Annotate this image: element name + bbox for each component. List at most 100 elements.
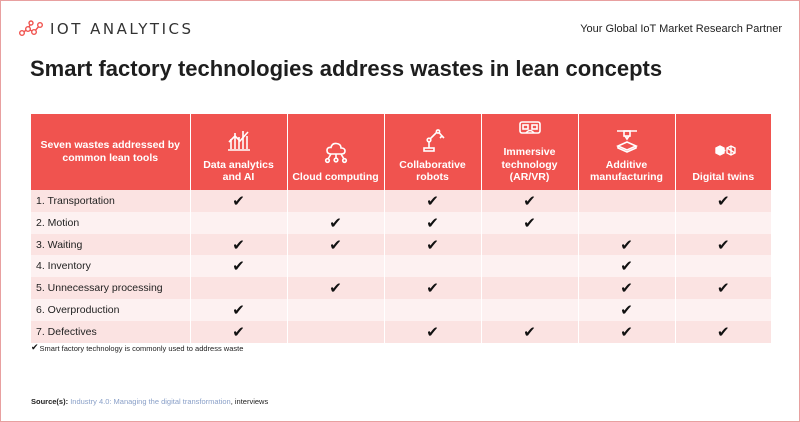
matrix-cell bbox=[287, 321, 385, 344]
header: IOT ANALYTICS Your Global IoT Market Res… bbox=[18, 14, 782, 44]
matrix-cell: ✔ bbox=[578, 277, 676, 300]
legend: ✔ Smart factory technology is commonly u… bbox=[31, 343, 243, 353]
source-note: Source(s): Industry 4.0: Managing the di… bbox=[31, 397, 268, 406]
table-row: 7. Defectives ✔ ✔ ✔ ✔ ✔ bbox=[31, 321, 771, 344]
check-icon: ✔ bbox=[232, 257, 245, 276]
matrix-cell: ✔ bbox=[578, 321, 676, 344]
matrix-cell: ✔ bbox=[384, 189, 482, 212]
matrix-cell: ✔ bbox=[384, 277, 482, 300]
matrix-cell bbox=[287, 255, 385, 278]
legend-check-icon: ✔ bbox=[31, 343, 39, 353]
matrix-cell: ✔ bbox=[190, 233, 288, 256]
matrix-cell: ✔ bbox=[481, 211, 579, 234]
check-icon: ✔ bbox=[620, 235, 633, 254]
matrix-cell: ✔ bbox=[675, 321, 771, 344]
matrix-cell bbox=[481, 277, 579, 300]
check-icon: ✔ bbox=[329, 213, 342, 232]
check-icon: ✔ bbox=[426, 323, 439, 342]
row-label: 4. Inventory bbox=[31, 255, 191, 278]
vr-headset-icon bbox=[518, 121, 541, 134]
matrix-cell bbox=[384, 299, 482, 322]
matrix-cell: ✔ bbox=[190, 189, 288, 212]
matrix-cell bbox=[481, 255, 579, 278]
check-icon: ✔ bbox=[426, 191, 439, 210]
row-label: 1. Transportation bbox=[31, 189, 191, 212]
column-label: Additive manufacturing bbox=[590, 158, 663, 184]
check-icon: ✔ bbox=[716, 323, 730, 342]
check-icon: ✔ bbox=[716, 191, 730, 210]
matrix-cell: ✔ bbox=[675, 277, 771, 300]
check-icon: ✔ bbox=[523, 191, 536, 210]
brand-name: IOT ANALYTICS bbox=[50, 20, 194, 38]
row-label: 5. Unnecessary processing bbox=[31, 277, 191, 300]
analytics-chart-icon bbox=[227, 130, 250, 151]
check-icon: ✔ bbox=[232, 191, 245, 210]
matrix-cell: ✔ bbox=[481, 321, 579, 344]
column-header-immersive-technology: Immersive technology (AR/VR) bbox=[481, 114, 579, 190]
matrix-cell bbox=[384, 255, 482, 278]
source-label: Source(s): bbox=[31, 397, 69, 406]
column-header-cloud-computing: Cloud computing bbox=[287, 114, 385, 190]
cloud-network-icon bbox=[324, 142, 347, 164]
check-icon: ✔ bbox=[620, 279, 633, 298]
column-label: Cloud computing bbox=[292, 171, 379, 184]
matrix-cell bbox=[578, 211, 676, 234]
column-header-digital-twins: Digital twins bbox=[675, 114, 771, 190]
matrix-cell: ✔ bbox=[481, 189, 579, 212]
check-icon: ✔ bbox=[716, 279, 730, 298]
check-icon: ✔ bbox=[523, 323, 536, 342]
check-icon: ✔ bbox=[426, 213, 439, 232]
matrix-cell bbox=[190, 211, 288, 234]
digital-twin-cube-icon bbox=[715, 145, 736, 156]
matrix-cell: ✔ bbox=[287, 211, 385, 234]
iot-network-logo-icon bbox=[19, 20, 44, 36]
matrix-cell: ✔ bbox=[578, 233, 676, 256]
check-icon: ✔ bbox=[620, 301, 633, 320]
column-label: Collaborative robots bbox=[399, 158, 466, 184]
check-icon: ✔ bbox=[620, 257, 633, 276]
legend-text: Smart factory technology is commonly use… bbox=[39, 343, 244, 353]
row-label: 6. Overproduction bbox=[31, 299, 191, 322]
matrix-cell: ✔ bbox=[578, 255, 676, 278]
matrix-cell: ✔ bbox=[578, 299, 676, 322]
check-icon: ✔ bbox=[426, 279, 439, 298]
column-header-collaborative-robots: Collaborative robots bbox=[384, 114, 482, 190]
robot-arm-icon bbox=[422, 128, 445, 152]
matrix-cell: ✔ bbox=[287, 277, 385, 300]
matrix-cell bbox=[481, 233, 579, 256]
matrix-cell: ✔ bbox=[190, 299, 288, 322]
source-link[interactable]: Industry 4.0: Managing the digital trans… bbox=[70, 397, 231, 406]
matrix-cell bbox=[481, 299, 579, 322]
matrix-cell: ✔ bbox=[287, 233, 385, 256]
column-label: Digital twins bbox=[692, 171, 755, 184]
column-label: Data analytics and AI bbox=[203, 158, 274, 184]
check-icon: ✔ bbox=[523, 213, 536, 232]
matrix-cell bbox=[675, 255, 771, 278]
matrix-cell bbox=[578, 189, 676, 212]
matrix-cell: ✔ bbox=[190, 321, 288, 344]
matrix-cell bbox=[190, 277, 288, 300]
check-icon: ✔ bbox=[232, 235, 245, 254]
3d-printer-icon bbox=[615, 129, 638, 153]
table-row: 2. Motion ✔ ✔ ✔ bbox=[31, 211, 771, 234]
matrix-cell: ✔ bbox=[384, 211, 482, 234]
table-row: 3. Waiting ✔ ✔ ✔ ✔ ✔ bbox=[31, 233, 771, 256]
column-header-data-analytics: Data analytics and AI bbox=[190, 114, 288, 190]
matrix-cell bbox=[287, 189, 385, 212]
header-row: Seven wastes addressed by common lean to… bbox=[31, 114, 771, 190]
matrix-cell: ✔ bbox=[675, 233, 771, 256]
table-row: 5. Unnecessary processing ✔ ✔ ✔ ✔ bbox=[31, 277, 771, 300]
waste-technology-matrix: Seven wastes addressed by common lean to… bbox=[31, 114, 771, 344]
matrix-cell bbox=[675, 211, 771, 234]
row-label: 7. Defectives bbox=[31, 321, 191, 344]
column-header-additive-manufacturing: Additive manufacturing bbox=[578, 114, 676, 190]
check-icon: ✔ bbox=[716, 235, 730, 254]
table-row: 1. Transportation ✔ ✔ ✔ ✔ bbox=[31, 189, 771, 212]
tagline: Your Global IoT Market Research Partner bbox=[580, 23, 782, 35]
corner-header: Seven wastes addressed by common lean to… bbox=[31, 114, 191, 190]
check-icon: ✔ bbox=[232, 301, 245, 320]
row-label: 2. Motion bbox=[31, 211, 191, 234]
source-rest: , interviews bbox=[230, 397, 269, 406]
brand-logo: IOT ANALYTICS bbox=[18, 20, 194, 38]
table-row: 6. Overproduction ✔ ✔ bbox=[31, 299, 771, 322]
